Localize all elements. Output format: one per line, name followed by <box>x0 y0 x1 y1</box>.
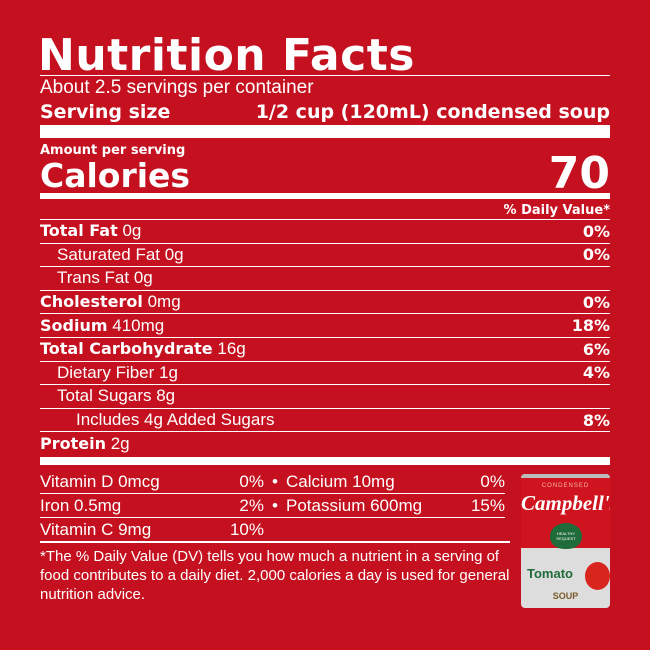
nutrient-dv: 6% <box>582 339 610 359</box>
serving-size-value: 1/2 cup (120mL) condensed soup <box>255 101 610 123</box>
vitamin-vb: • <box>272 471 278 491</box>
servings-per-container: About 2.5 servings per container <box>40 77 314 98</box>
nutrient-dv: 8% <box>582 410 610 430</box>
vitamin-row: Vitamin C 9mg 10% <box>40 518 268 542</box>
vitamin-vp2: 0% <box>480 471 505 491</box>
vitamin-table: Vitamin D 0mcg 0% • Calcium 10mg 0% Iron 0.5m… <box>40 470 505 542</box>
medium-divider <box>40 193 610 199</box>
nutrient-name: Cholesterol 0mg <box>40 292 181 312</box>
vitamin-vn2: Calcium 10mg <box>286 471 395 491</box>
divider <box>40 541 510 543</box>
nutrient-row: Includes 4g Added Sugars 8% <box>40 407 610 432</box>
nutrient-amount: 410mg <box>112 315 165 335</box>
page-title: Nutrition Facts <box>38 30 415 81</box>
vitamin-vb: • <box>272 495 278 515</box>
vitamin-vn: Vitamin C 9mg <box>40 520 152 539</box>
calories-value: 70 <box>548 148 610 199</box>
serving-size: Serving size 1/2 cup (120mL) condensed s… <box>40 101 610 123</box>
thick-divider <box>40 125 610 138</box>
nutrient-name: Sodium 410mg <box>40 316 164 336</box>
soup-can-image: CONDENSED Campbell's HEALTHY REQUEST Tom… <box>521 474 610 608</box>
vitamin-row: Iron 0.5mg 2% • Potassium 600mg 15% <box>40 494 505 518</box>
nutrient-row: Total Sugars 8g <box>40 384 610 408</box>
nutrient-row: Total Carbohydrate 16g 6% <box>40 336 610 361</box>
nutrient-row: Trans Fat 0g <box>40 266 610 290</box>
nutrient-name: Trans Fat 0g <box>57 268 153 288</box>
vitamin-vn: Vitamin D 0mcg <box>40 471 160 491</box>
calories-label: Calories <box>40 156 191 195</box>
nutrient-label: Protein <box>40 433 106 453</box>
vitamin-vp: 10% <box>229 520 264 539</box>
nutrient-table: Total Fat 0g 0% Saturated Fat 0g 0% Trans Fa… <box>40 219 610 455</box>
divider <box>40 75 610 76</box>
tomato-icon <box>585 562 610 590</box>
vitamin-vn2: Potassium 600mg <box>286 495 423 515</box>
amount-per-serving: Amount per serving <box>40 143 186 158</box>
nutrient-label: Sodium <box>40 315 108 335</box>
nutrient-dv: 4% <box>582 363 610 383</box>
nutrient-label: Cholesterol <box>40 292 143 312</box>
vitamin-vp2: 15% <box>470 495 505 515</box>
nutrient-row: Total Fat 0g 0% <box>40 219 610 243</box>
nutrient-label: Total Fat <box>40 221 118 241</box>
vitamin-vn: Iron 0.5mg <box>40 495 122 515</box>
nutrient-dv: 18% <box>571 316 610 336</box>
nutrient-amount: 0g <box>122 221 142 241</box>
nutrient-dv: 0% <box>582 245 610 265</box>
vitamin-vp: 2% <box>239 495 264 515</box>
footnote: *The % Daily Value (DV) tells you how mu… <box>40 548 510 603</box>
nutrient-amount: 16g <box>217 339 246 359</box>
nutrient-dv: 0% <box>582 221 610 241</box>
nutrient-row: Cholesterol 0mg 0% <box>40 289 610 314</box>
nutrient-name: Includes 4g Added Sugars <box>76 410 275 430</box>
nutrient-name: Total Sugars 8g <box>57 386 176 406</box>
nutrient-row: Saturated Fat 0g 0% <box>40 242 610 267</box>
nutrient-label: Total Carbohydrate <box>40 339 213 359</box>
nutrient-name: Total Fat 0g <box>40 221 141 241</box>
nutrient-row: Sodium 410mg 18% <box>40 313 610 337</box>
nutrient-name: Total Carbohydrate 16g <box>40 339 246 359</box>
nutrient-name: Dietary Fiber 1g <box>57 362 178 382</box>
serving-size-label: Serving size <box>40 101 171 123</box>
daily-value-header: % Daily Value* <box>503 203 610 218</box>
nutrient-amount: 0mg <box>147 292 181 312</box>
vitamin-vp: 0% <box>239 471 264 491</box>
thick-divider <box>40 457 610 465</box>
nutrient-name: Protein 2g <box>40 434 130 454</box>
vitamin-row: Vitamin D 0mcg 0% • Calcium 10mg 0% <box>40 470 505 494</box>
nutrient-amount: 2g <box>110 433 130 453</box>
nutrient-row: Protein 2g <box>40 431 610 455</box>
nutrient-row: Dietary Fiber 1g 4% <box>40 360 610 385</box>
nutrient-dv: 0% <box>582 292 610 312</box>
nutrient-name: Saturated Fat 0g <box>57 244 184 264</box>
